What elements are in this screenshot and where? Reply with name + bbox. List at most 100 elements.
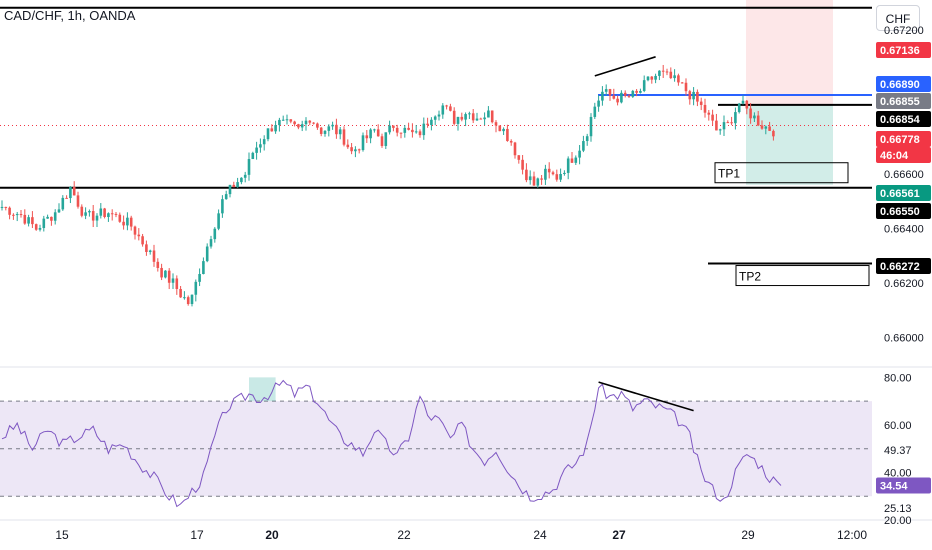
candle-down bbox=[179, 288, 182, 298]
rsi-value-bg bbox=[876, 477, 931, 494]
candle-down bbox=[289, 119, 293, 122]
price-label-bg bbox=[876, 185, 931, 201]
candle-down bbox=[726, 122, 730, 124]
candle-down bbox=[707, 112, 711, 115]
candle-up bbox=[646, 76, 650, 81]
candle-down bbox=[715, 120, 718, 131]
price-axis[interactable]: 0.67200 0.66600 0.66400 0.66200 0.66000 0.671… bbox=[876, 25, 931, 345]
candle-down bbox=[445, 105, 448, 107]
candle-down bbox=[460, 116, 464, 120]
candle-down bbox=[490, 110, 494, 123]
symbol-title: CAD/CHF, 1h, OANDA bbox=[4, 8, 136, 23]
candle-down bbox=[608, 89, 612, 96]
time-axis[interactable]: 15 17 20 22 24 27 29 12:00 bbox=[55, 528, 867, 542]
candle-up bbox=[734, 112, 737, 124]
candle-up bbox=[544, 168, 547, 180]
candle-up bbox=[642, 80, 646, 91]
candle-up bbox=[46, 216, 49, 219]
candle-up bbox=[422, 123, 426, 136]
time-tick: 15 bbox=[55, 528, 69, 542]
candle-up bbox=[604, 89, 608, 92]
candle-up bbox=[259, 144, 262, 148]
tp-box bbox=[714, 162, 849, 184]
candle-up bbox=[433, 116, 437, 120]
candle-down bbox=[129, 217, 133, 227]
candle-down bbox=[696, 91, 699, 102]
candle-up bbox=[228, 184, 232, 195]
candle-up bbox=[354, 149, 357, 152]
candle-up bbox=[323, 130, 327, 134]
candle-down bbox=[167, 270, 171, 283]
candle-down bbox=[72, 186, 76, 196]
candle-down bbox=[452, 110, 456, 124]
rsi-tick: 80.00 bbox=[884, 372, 912, 384]
candle-down bbox=[509, 140, 513, 143]
candle-down bbox=[555, 174, 559, 180]
candle-down bbox=[677, 75, 680, 83]
candle-up bbox=[69, 186, 72, 199]
candle-down bbox=[730, 122, 733, 124]
candle-up bbox=[582, 141, 585, 151]
candle-down bbox=[380, 136, 384, 146]
candle-up bbox=[221, 199, 224, 214]
candle-up bbox=[27, 217, 30, 224]
candle-down bbox=[635, 90, 638, 93]
candle-up bbox=[224, 194, 228, 200]
candle-up bbox=[528, 176, 532, 181]
candle-down bbox=[297, 124, 300, 128]
candle-up bbox=[654, 75, 657, 80]
candle-up bbox=[255, 147, 258, 153]
candle-down bbox=[118, 214, 122, 222]
candle-up bbox=[164, 270, 167, 278]
candle-down bbox=[91, 211, 95, 221]
candle-down bbox=[506, 128, 509, 141]
candle-up bbox=[274, 125, 277, 132]
candle-up bbox=[502, 128, 505, 132]
candle-down bbox=[346, 144, 350, 148]
candle-up bbox=[361, 135, 365, 151]
price-label: 0.66855 bbox=[880, 96, 920, 108]
candle-down bbox=[471, 113, 475, 121]
candle-down bbox=[680, 82, 684, 84]
candle-up bbox=[601, 91, 604, 101]
candle-down bbox=[756, 115, 760, 126]
candle-down bbox=[175, 278, 179, 289]
candle-down bbox=[547, 168, 551, 173]
candle-up bbox=[639, 90, 642, 93]
price-label-bg bbox=[876, 258, 931, 274]
candle-up bbox=[589, 116, 593, 137]
candle-down bbox=[532, 176, 536, 186]
candle-down bbox=[616, 98, 619, 103]
candle-down bbox=[152, 250, 156, 262]
candle-up bbox=[148, 250, 152, 252]
candle-up bbox=[42, 218, 46, 229]
tp-box bbox=[735, 265, 870, 287]
candle-down bbox=[749, 108, 752, 119]
candle-up bbox=[262, 139, 266, 145]
candle-down bbox=[395, 127, 399, 133]
candle-down bbox=[449, 106, 452, 111]
candle-down bbox=[376, 129, 380, 137]
candle-up bbox=[456, 116, 460, 124]
candle-down bbox=[145, 244, 148, 252]
candle-down bbox=[540, 178, 543, 180]
candle-up bbox=[369, 129, 372, 139]
candle-up bbox=[692, 91, 695, 100]
rsi-value-label: 34.54 bbox=[880, 480, 908, 492]
candle-down bbox=[711, 114, 714, 121]
currency-button[interactable]: CHF bbox=[876, 5, 920, 31]
time-tick: 12:00 bbox=[837, 528, 867, 542]
candle-up bbox=[95, 215, 99, 221]
rsi-tick: 25.13 bbox=[884, 503, 912, 515]
candle-up bbox=[61, 197, 65, 210]
candle-down bbox=[760, 125, 764, 129]
candle-up bbox=[631, 90, 635, 97]
candle-down bbox=[498, 125, 502, 132]
candle-down bbox=[335, 124, 338, 135]
rsi-line bbox=[1, 379, 782, 508]
price-trendline bbox=[594, 56, 656, 77]
candle-up bbox=[285, 119, 289, 121]
candle-up bbox=[300, 124, 304, 128]
